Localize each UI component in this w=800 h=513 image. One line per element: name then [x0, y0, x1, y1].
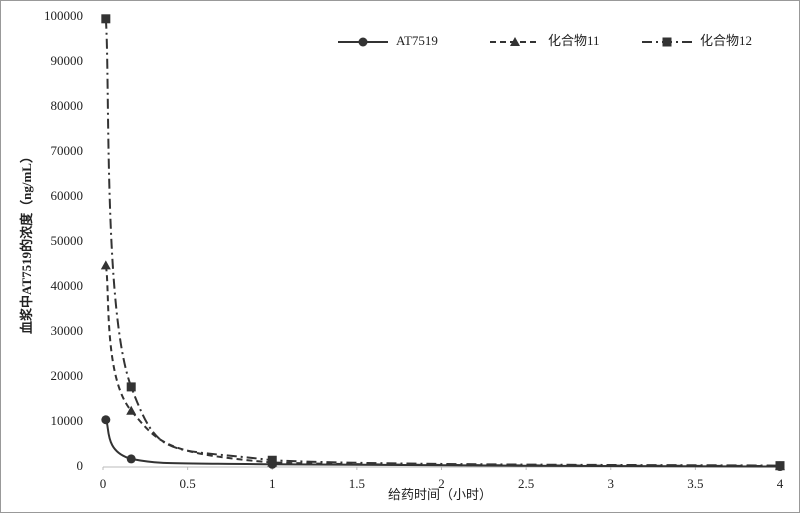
- y-tick-label: 100000: [44, 8, 83, 23]
- y-tick-label: 60000: [51, 188, 84, 203]
- point: [127, 454, 136, 463]
- y-tick-label: 0: [77, 458, 84, 473]
- legend-marker: [359, 38, 368, 47]
- legend-label: 化合物12: [700, 33, 752, 48]
- legend-label: AT7519: [396, 33, 438, 48]
- y-tick-label: 10000: [51, 413, 84, 428]
- legend-marker: [663, 38, 672, 47]
- point: [268, 456, 277, 465]
- point: [101, 415, 110, 424]
- x-tick-label: 3.5: [687, 476, 703, 491]
- legend-label: 化合物11: [548, 33, 600, 48]
- y-tick-label: 20000: [51, 368, 84, 383]
- x-tick-label: 1.5: [349, 476, 365, 491]
- x-tick-label: 1: [269, 476, 276, 491]
- y-tick-label: 40000: [51, 278, 84, 293]
- point: [127, 382, 136, 391]
- y-tick-label: 50000: [51, 233, 84, 248]
- y-tick-label: 30000: [51, 323, 84, 338]
- x-tick-label: 0.5: [180, 476, 196, 491]
- x-tick-label: 4: [777, 476, 784, 491]
- y-axis-title: 血浆中AT7519的浓度（ng/mL）: [19, 150, 34, 334]
- y-tick-label: 90000: [51, 53, 84, 68]
- point: [101, 14, 110, 23]
- x-tick-label: 3: [608, 476, 615, 491]
- chart: 给药时间（小时） 血浆中AT7519的浓度（ng/mL） 01000020000…: [0, 0, 800, 513]
- x-tick-label: 0: [100, 476, 107, 491]
- chart-frame: [1, 1, 800, 513]
- y-tick-label: 70000: [51, 143, 84, 158]
- point: [776, 461, 785, 470]
- y-tick-label: 80000: [51, 98, 84, 113]
- x-tick-label: 2.5: [518, 476, 534, 491]
- x-tick-label: 2: [438, 476, 445, 491]
